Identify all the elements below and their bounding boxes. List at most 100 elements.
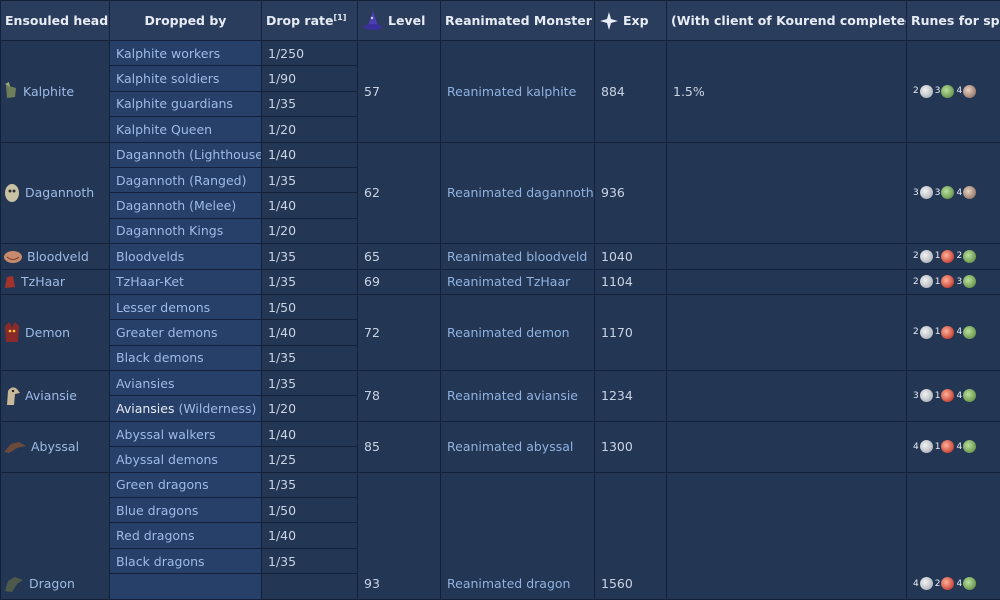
monster-link[interactable]: Reanimated demon [441, 294, 595, 370]
dropped-by-link[interactable]: Kalphite guardians [110, 91, 262, 116]
nature-rune-icon[interactable] [963, 275, 976, 288]
head-cell-aviansie[interactable]: Aviansie [1, 371, 110, 422]
head-cell-dragon[interactable]: Dragon [1, 472, 110, 599]
dropped-by-link[interactable]: Abyssal walkers [110, 421, 262, 446]
nature-rune-icon[interactable] [963, 389, 976, 402]
blood-rune-icon[interactable] [941, 250, 954, 263]
nature-rune-icon[interactable] [963, 440, 976, 453]
monster-link[interactable]: Reanimated TzHaar [441, 269, 595, 294]
level-cell: 57 [358, 41, 441, 143]
drop-rate: 1/40 [262, 320, 358, 345]
dropped-by-link[interactable]: Kalphite Queen [110, 117, 262, 142]
dropped-by-link[interactable]: Aviansies (Wilderness) [110, 396, 262, 421]
dropped-by-link[interactable]: Black dragons [110, 548, 262, 573]
soul-rune-icon[interactable] [963, 85, 976, 98]
air-rune-icon[interactable] [920, 275, 933, 288]
dropped-by-link[interactable]: Dagannoth (Lighthouse) [110, 142, 262, 167]
exp-cell: 1104 [595, 269, 667, 294]
drop-rate: 1/40 [262, 193, 358, 218]
dropped-by-link[interactable]: Bloodvelds [110, 244, 262, 269]
runes-cell: 2 1 4 [907, 294, 1000, 370]
drop-rate: 1/35 [262, 269, 358, 294]
level-cell: 78 [358, 371, 441, 422]
dropped-by-link[interactable]: Black demons [110, 345, 262, 370]
header-level[interactable]: Level [358, 1, 441, 41]
dropped-by-link[interactable]: Dagannoth (Melee) [110, 193, 262, 218]
kourend-cell [667, 294, 907, 370]
dropped-by-link[interactable]: Red dragons [110, 523, 262, 548]
level-cell: 85 [358, 421, 441, 472]
drop-rate: 1/40 [262, 523, 358, 548]
nature-rune-icon[interactable] [963, 326, 976, 339]
air-rune-icon[interactable] [920, 186, 933, 199]
air-rune-icon[interactable] [920, 577, 933, 590]
air-rune-icon[interactable] [920, 326, 933, 339]
dropped-by-link[interactable]: Blue dragons [110, 498, 262, 523]
blood-rune-icon[interactable] [941, 577, 954, 590]
drop-rate: 1/35 [262, 244, 358, 269]
drop-rate [262, 574, 358, 599]
dropped-by-link[interactable]: Abyssal demons [110, 447, 262, 472]
kourend-cell [667, 244, 907, 269]
drop-rate: 1/35 [262, 371, 358, 396]
dropped-by-link[interactable]: Dagannoth (Ranged) [110, 167, 262, 192]
monster-link[interactable]: Reanimated dragon [441, 472, 595, 599]
kourend-cell [667, 269, 907, 294]
blood-rune-icon[interactable] [941, 326, 954, 339]
dropped-by-link[interactable]: TzHaar-Ket [110, 269, 262, 294]
header-exp[interactable]: Exp [595, 1, 667, 41]
air-rune-icon[interactable] [920, 85, 933, 98]
level-cell: 72 [358, 294, 441, 370]
blood-rune-icon[interactable] [941, 275, 954, 288]
dropped-by-link[interactable] [110, 574, 262, 599]
header-kourend[interactable]: (With client of Kourend completed) [667, 1, 907, 41]
dropped-by-link[interactable]: Aviansies [110, 371, 262, 396]
monster-link[interactable]: Reanimated kalphite [441, 41, 595, 143]
head-cell-tzhaar[interactable]: TzHaar [1, 269, 110, 294]
runes-cell: 2 3 4 [907, 41, 1000, 143]
head-cell-bloodveld[interactable]: Bloodveld [1, 244, 110, 269]
soul-rune-icon[interactable] [963, 186, 976, 199]
reference-link[interactable]: [1] [333, 13, 346, 22]
dropped-by-link[interactable]: Green dragons [110, 472, 262, 497]
header-drop-rate[interactable]: Drop rate[1] [262, 1, 358, 41]
drop-rate: 1/40 [262, 421, 358, 446]
dropped-by-link[interactable]: Lesser demons [110, 294, 262, 319]
head-cell-kalphite[interactable]: Kalphite [1, 41, 110, 143]
nature-rune-icon[interactable] [963, 577, 976, 590]
level-cell: 62 [358, 142, 441, 244]
blood-rune-icon[interactable] [941, 389, 954, 402]
drop-rate: 1/20 [262, 396, 358, 421]
monster-link[interactable]: Reanimated abyssal [441, 421, 595, 472]
runes-cell: 3 1 4 [907, 371, 1000, 422]
blood-rune-icon[interactable] [941, 440, 954, 453]
header-dropped-by[interactable]: Dropped by [110, 1, 262, 41]
earth-rune-icon[interactable] [941, 85, 954, 98]
header-ensouled-head[interactable]: Ensouled head [1, 1, 110, 41]
head-cell-dagannoth[interactable]: Dagannoth [1, 142, 110, 244]
air-rune-icon[interactable] [920, 440, 933, 453]
monster-link[interactable]: Reanimated aviansie [441, 371, 595, 422]
table-row: Demon Lesser demons 1/50 72 Reanimated d… [1, 294, 1000, 319]
header-row: Ensouled head Dropped by Drop rate[1] Le… [1, 1, 1000, 41]
dropped-by-link[interactable]: Greater demons [110, 320, 262, 345]
air-rune-icon[interactable] [920, 389, 933, 402]
earth-rune-icon[interactable] [941, 186, 954, 199]
dropped-by-link[interactable]: Kalphite soldiers [110, 66, 262, 91]
table-row: Aviansie Aviansies 1/35 78 Reanimated av… [1, 371, 1000, 396]
exp-cell: 1170 [595, 294, 667, 370]
drop-rate: 1/20 [262, 218, 358, 243]
dropped-by-link[interactable]: Dagannoth Kings [110, 218, 262, 243]
head-cell-demon[interactable]: Demon [1, 294, 110, 370]
monster-link[interactable]: Reanimated dagannoth [441, 142, 595, 244]
air-rune-icon[interactable] [920, 250, 933, 263]
monster-link[interactable]: Reanimated bloodveld [441, 244, 595, 269]
nature-rune-icon[interactable] [963, 250, 976, 263]
header-runes[interactable]: Runes for spell [907, 1, 1000, 41]
drop-rate: 1/35 [262, 345, 358, 370]
head-cell-abyssal[interactable]: Abyssal [1, 421, 110, 472]
kourend-cell [667, 472, 907, 599]
header-reanimated-monster[interactable]: Reanimated Monster [441, 1, 595, 41]
dropped-by-link[interactable]: Kalphite workers [110, 41, 262, 66]
level-cell: 69 [358, 269, 441, 294]
